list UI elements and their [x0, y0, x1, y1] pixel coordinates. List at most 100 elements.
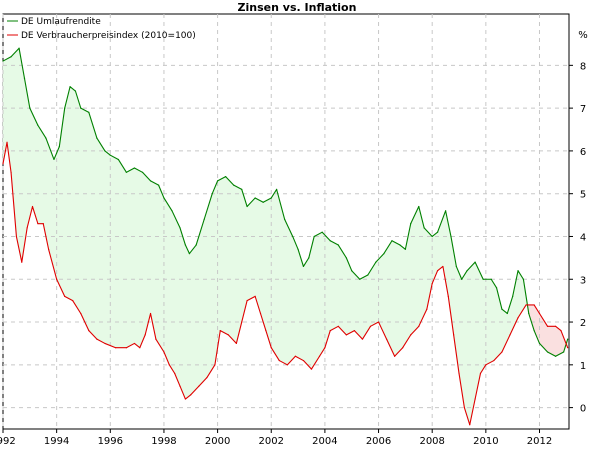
data-point-verbraucherpreisindex: [133, 342, 136, 345]
data-point-verbraucherpreisindex: [265, 330, 267, 332]
data-point-verbraucherpreisindex: [402, 347, 404, 349]
data-point-umlaufrendite: [217, 180, 219, 182]
data-point-verbraucherpreisindex: [246, 300, 248, 302]
data-point-verbraucherpreisindex: [139, 347, 141, 349]
data-point-umlaufrendite: [64, 107, 66, 109]
data-point-verbraucherpreisindex: [104, 342, 106, 345]
data-point-umlaufrendite: [450, 235, 452, 238]
y-tick-label: 4: [580, 232, 586, 243]
y-tick-label: 6: [580, 147, 586, 158]
data-point-verbraucherpreisindex: [241, 321, 243, 323]
data-point-verbraucherpreisindex: [80, 312, 82, 315]
data-point-verbraucherpreisindex: [259, 312, 262, 315]
data-point-umlaufrendite: [423, 227, 425, 229]
data-point-verbraucherpreisindex: [115, 347, 117, 349]
chart-title: Zinsen vs. Inflation: [238, 1, 357, 14]
legend: DE Umlaufrendite DE Verbraucherpreisinde…: [7, 17, 196, 41]
data-point-umlaufrendite: [455, 265, 457, 268]
data-point-verbraucherpreisindex: [15, 235, 18, 238]
data-point-verbraucherpreisindex: [447, 295, 449, 297]
y-tick-label: 1: [580, 361, 586, 372]
data-point-umlaufrendite: [262, 201, 264, 203]
data-point-umlaufrendite: [375, 261, 377, 263]
data-point-umlaufrendite: [157, 184, 160, 186]
data-point-umlaufrendite: [2, 60, 4, 62]
data-point-verbraucherpreisindex: [198, 385, 200, 387]
data-point-umlaufrendite: [391, 240, 393, 242]
data-point-umlaufrendite: [404, 248, 406, 250]
data-point-verbraucherpreisindex: [72, 300, 74, 302]
data-point-umlaufrendite: [538, 342, 541, 345]
data-point-verbraucherpreisindex: [174, 372, 176, 374]
data-point-verbraucherpreisindex: [410, 334, 412, 336]
data-point-umlaufrendite: [546, 351, 549, 353]
data-point-umlaufrendite: [29, 107, 31, 109]
y-tick-label: 7: [580, 104, 586, 115]
data-point-umlaufrendite: [506, 312, 508, 315]
data-point-verbraucherpreisindex: [56, 278, 58, 280]
data-point-umlaufrendite: [141, 171, 144, 173]
data-point-verbraucherpreisindex: [10, 171, 12, 173]
data-point-umlaufrendite: [149, 180, 152, 182]
data-point-verbraucherpreisindex: [538, 312, 541, 315]
data-point-umlaufrendite: [179, 227, 181, 229]
data-point-umlaufrendite: [241, 188, 243, 191]
data-point-umlaufrendite: [383, 252, 385, 255]
data-point-verbraucherpreisindex: [206, 377, 208, 379]
data-point-verbraucherpreisindex: [418, 325, 420, 327]
data-point-umlaufrendite: [53, 158, 55, 161]
data-point-verbraucherpreisindex: [517, 317, 519, 319]
data-point-verbraucherpreisindex: [431, 282, 433, 285]
data-point-verbraucherpreisindex: [318, 355, 321, 357]
data-point-verbraucherpreisindex: [509, 334, 511, 336]
data-point-umlaufrendite: [69, 86, 71, 88]
data-point-umlaufrendite: [410, 223, 412, 225]
data-point-umlaufrendite: [254, 197, 256, 199]
data-point-umlaufrendite: [367, 274, 369, 276]
data-point-verbraucherpreisindex: [168, 364, 170, 366]
data-point-umlaufrendite: [436, 231, 439, 233]
y-tick-label: 2: [580, 318, 586, 329]
data-point-umlaufrendite: [18, 47, 20, 49]
data-point-verbraucherpreisindex: [48, 248, 50, 250]
legend-label-verbraucherpreisindex: DE Verbraucherpreisindex (2010=100): [21, 31, 196, 41]
data-point-umlaufrendite: [195, 244, 197, 246]
data-point-verbraucherpreisindex: [493, 359, 495, 362]
data-point-verbraucherpreisindex: [546, 325, 549, 327]
data-point-umlaufrendite: [554, 355, 557, 357]
data-point-verbraucherpreisindex: [533, 304, 535, 306]
y-tick-label: 3: [580, 275, 586, 286]
data-point-umlaufrendite: [45, 137, 47, 139]
data-point-umlaufrendite: [482, 278, 484, 280]
data-point-umlaufrendite: [133, 167, 136, 169]
data-point-verbraucherpreisindex: [458, 372, 460, 374]
data-point-verbraucherpreisindex: [361, 338, 364, 340]
data-point-verbraucherpreisindex: [184, 398, 187, 400]
data-point-verbraucherpreisindex: [37, 223, 39, 225]
data-point-verbraucherpreisindex: [474, 398, 476, 400]
data-point-verbraucherpreisindex: [214, 364, 216, 366]
data-point-verbraucherpreisindex: [270, 347, 272, 349]
y-axis-unit-label: %: [578, 30, 588, 41]
data-point-umlaufrendite: [337, 244, 339, 246]
data-point-verbraucherpreisindex: [442, 265, 444, 268]
y-tick-label: 5: [580, 190, 586, 201]
y-tick-label: 0: [580, 404, 586, 415]
x-tick-label: 2012: [527, 436, 552, 447]
data-point-verbraucherpreisindex: [42, 223, 44, 225]
data-point-umlaufrendite: [563, 351, 565, 353]
data-point-umlaufrendite: [88, 111, 90, 113]
data-point-umlaufrendite: [528, 312, 530, 315]
data-point-umlaufrendite: [184, 244, 187, 246]
data-point-verbraucherpreisindex: [385, 338, 388, 340]
data-point-verbraucherpreisindex: [144, 334, 146, 336]
data-point-verbraucherpreisindex: [163, 351, 165, 353]
data-point-verbraucherpreisindex: [88, 330, 90, 332]
data-point-umlaufrendite: [96, 137, 98, 139]
data-point-umlaufrendite: [284, 218, 286, 220]
data-point-umlaufrendite: [58, 146, 60, 148]
data-point-verbraucherpreisindex: [453, 334, 455, 336]
data-point-verbraucherpreisindex: [324, 347, 326, 349]
data-point-umlaufrendite: [431, 235, 433, 238]
